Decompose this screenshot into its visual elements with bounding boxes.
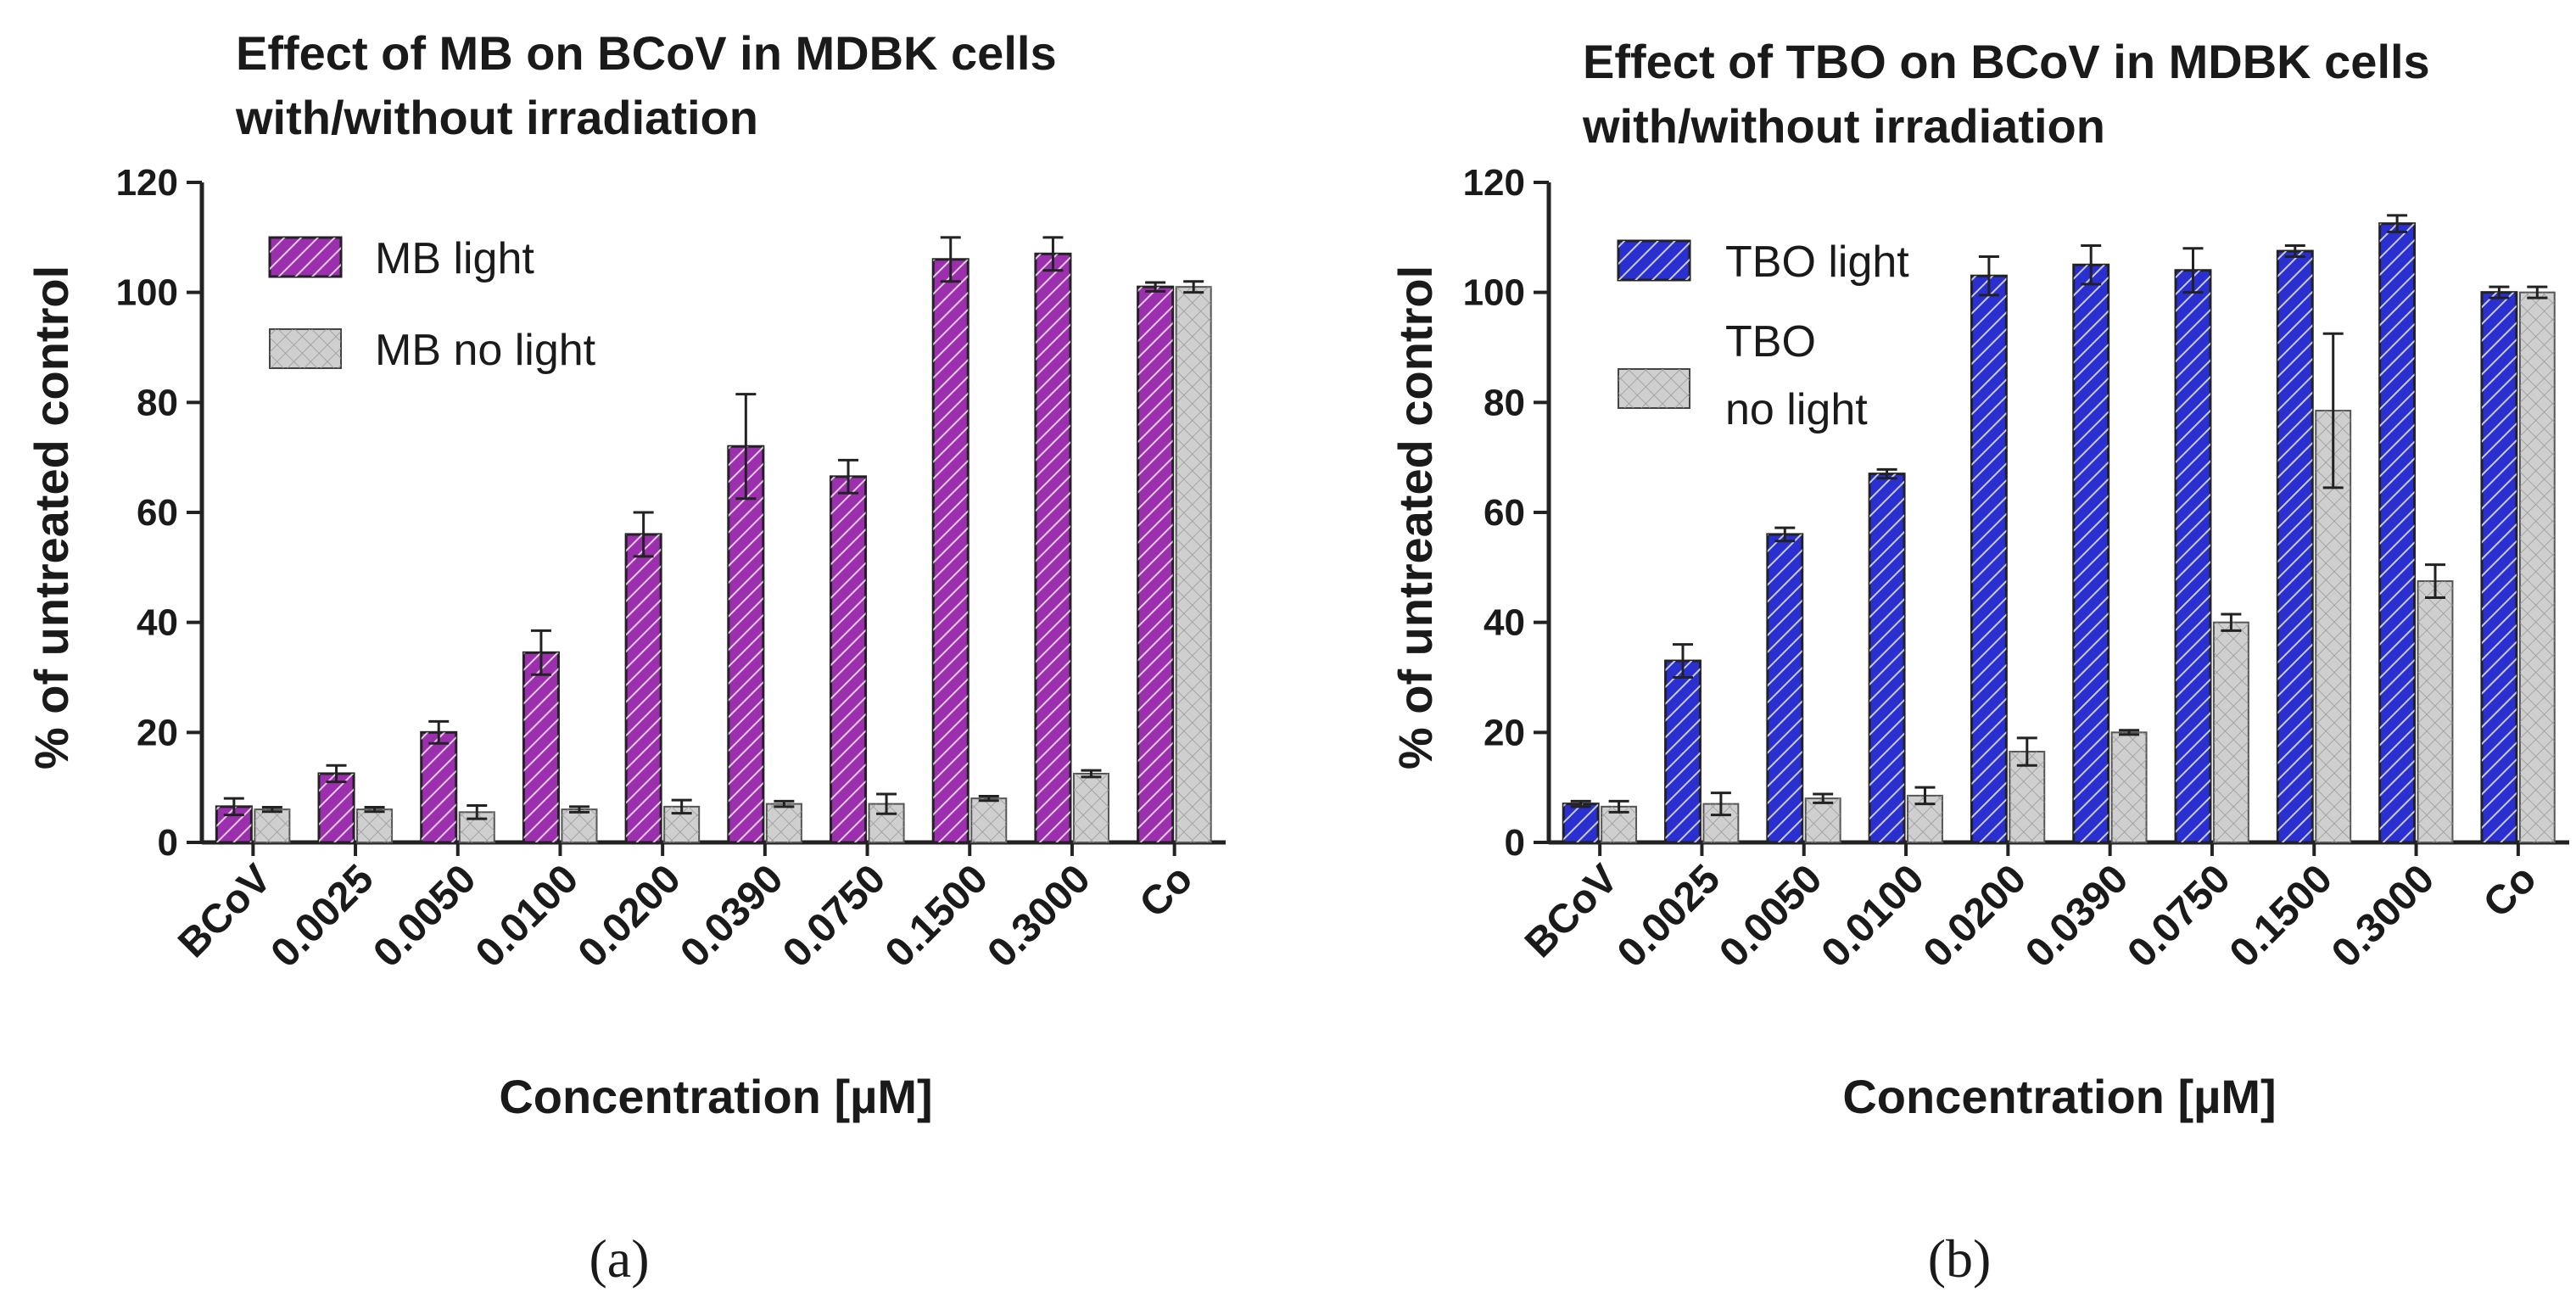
bar-pattern-no-light [766, 803, 802, 842]
bar-pattern-light [421, 732, 456, 842]
bar-pattern-light [1869, 473, 1905, 842]
y-tick-label: 100 [1463, 272, 1525, 314]
panel-label: (b) [1928, 1228, 1992, 1289]
legend-swatch-light-hatch [1618, 241, 1690, 280]
bar-pattern-no-light [2111, 732, 2147, 842]
x-tick-label: 0.0200 [1915, 856, 2035, 976]
x-tick-label: BCoV [1517, 856, 1627, 966]
bar-pattern-no-light [2519, 292, 2555, 843]
x-tick-label: 0.1500 [2221, 856, 2341, 976]
legend-label-light: MB light [375, 234, 534, 283]
legend-swatch-no-light-hatch [270, 329, 341, 368]
y-tick-label: 20 [1484, 712, 1525, 753]
bar-pattern-light [2481, 292, 2517, 843]
x-tick-label: BCoV [170, 856, 280, 966]
x-tick-label: 0.1500 [877, 856, 997, 976]
chart-panel-b: Effect of TBO on BCoV in MDBK cells with… [1389, 35, 2569, 1289]
x-tick-label: 0.0100 [467, 856, 587, 976]
x-tick-label: 0.0050 [1711, 856, 1830, 976]
bar-pattern-light [1665, 661, 1701, 842]
y-tick-label: 120 [116, 162, 178, 204]
bar-pattern-light [626, 534, 662, 842]
y-axis-title: % of untreated control [25, 266, 78, 769]
bar-pattern-no-light [2213, 622, 2249, 842]
y-tick-label: 20 [137, 712, 178, 753]
x-tick-label: 0.0025 [1609, 856, 1729, 976]
bar-pattern-no-light [562, 809, 597, 842]
chart-title-line-2: with/without irradiation [1582, 99, 2105, 153]
legend-label-light: TBO light [1725, 238, 1909, 287]
bar-pattern-no-light [2417, 581, 2453, 842]
bar-pattern-light [1137, 287, 1173, 842]
bar-pattern-light [2176, 270, 2210, 842]
legend-label-no-light-line-2: no light [1725, 385, 1868, 434]
x-tick-label: 0.3000 [979, 856, 1098, 976]
bar-pattern-no-light [1805, 798, 1841, 842]
chart-title-line-1: Effect of TBO on BCoV in MDBK cells [1583, 35, 2430, 88]
bar-pattern-light [523, 652, 559, 842]
x-tick-label: 0.0750 [2119, 856, 2238, 976]
bar-pattern-no-light [254, 809, 290, 842]
bar-pattern-no-light [1176, 287, 1211, 842]
y-tick-label: 40 [1484, 602, 1525, 644]
bar-pattern-light [933, 259, 969, 842]
bar-pattern-light [1767, 534, 1802, 842]
x-tick-label: Co [1132, 856, 1202, 926]
bar-pattern-no-light [971, 798, 1007, 842]
bar-pattern-light [2277, 251, 2313, 843]
y-tick-label: 120 [1463, 162, 1525, 204]
y-tick-label: 0 [1505, 822, 1525, 864]
chart-panel-a: Effect of MB on BCoV in MDBK cells with/… [25, 26, 1226, 1289]
legend-label-no-light-line-1: TBO [1725, 317, 1816, 366]
y-tick-label: 60 [1484, 492, 1525, 534]
bar-pattern-light [2379, 223, 2415, 842]
y-axis-title: % of untreated control [1389, 266, 1442, 769]
bar-pattern-light [2073, 265, 2109, 842]
bar-pattern-light [319, 773, 355, 842]
bar-pattern-light [830, 476, 866, 842]
bar-pattern-no-light [1073, 773, 1109, 842]
x-tick-label: 0.0050 [365, 856, 484, 976]
bar-pattern-light [1971, 276, 2007, 842]
y-tick-label: 80 [1484, 382, 1525, 423]
legend-swatch-no-light-hatch [1618, 369, 1690, 408]
bar-pattern-light [1035, 254, 1070, 842]
x-tick-label: 0.0390 [2017, 856, 2137, 976]
y-tick-label: 40 [137, 602, 178, 644]
x-tick-label: 0.0100 [1813, 856, 1933, 976]
chart-title-line-1: Effect of MB on BCoV in MDBK cells [236, 26, 1057, 80]
x-tick-label: Co [2475, 856, 2545, 926]
x-tick-label: 0.0025 [263, 856, 383, 976]
legend-label-no-light: MB no light [375, 326, 596, 375]
x-tick-label: 0.0390 [672, 856, 791, 976]
x-axis-title: Concentration [µM] [499, 1070, 932, 1123]
chart-title-line-2: with/without irradiation [235, 91, 758, 144]
bar-pattern-no-light [357, 809, 393, 842]
x-axis-title: Concentration [µM] [1842, 1070, 2276, 1123]
y-tick-label: 100 [116, 272, 178, 314]
legend-swatch-light-hatch [270, 238, 341, 277]
x-tick-label: 0.0750 [774, 856, 894, 976]
bar-pattern-no-light [2009, 752, 2045, 842]
bar-pattern-light [1563, 803, 1599, 842]
x-tick-label: 0.0200 [570, 856, 690, 976]
bar-pattern-light [728, 446, 763, 842]
panel-label: (a) [589, 1228, 649, 1289]
y-tick-label: 60 [137, 492, 178, 534]
x-tick-label: 0.3000 [2323, 856, 2443, 976]
y-tick-label: 0 [158, 822, 178, 864]
y-tick-label: 80 [137, 382, 178, 423]
